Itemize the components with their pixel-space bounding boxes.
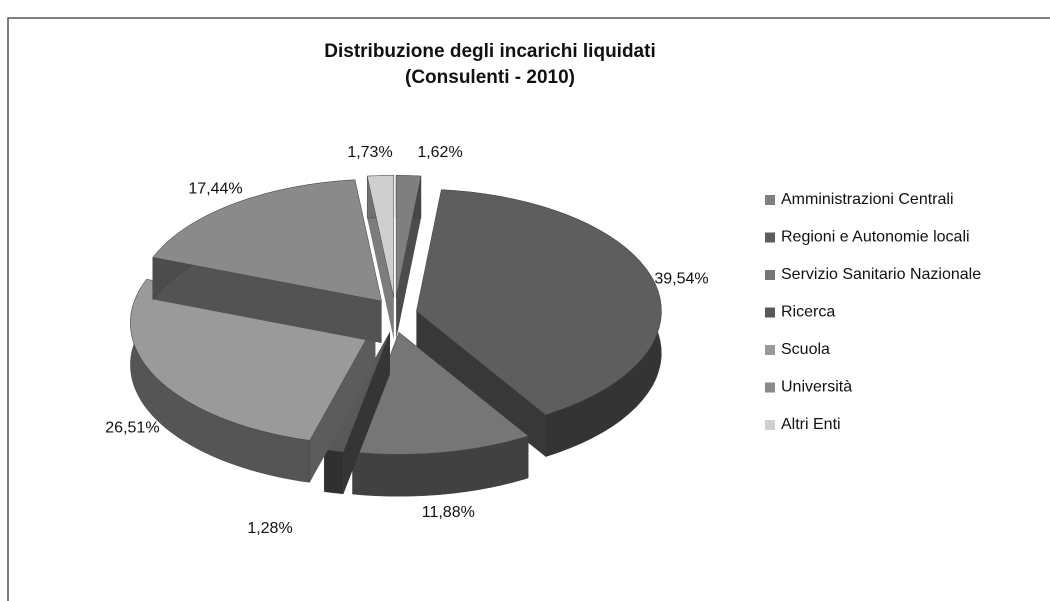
legend-swatch [765,195,775,205]
legend-label: Altri Enti [781,416,841,433]
data-label: 26,51% [105,420,159,437]
slice-top [416,189,662,415]
legend-label: Regioni e Autonomie locali [781,229,970,246]
pie-slice [395,175,422,340]
pie-slice [366,175,395,340]
pie-slice [152,179,382,344]
legend-swatch [765,345,775,355]
data-label: 11,88% [422,504,475,521]
pie-slice [352,331,529,497]
pie-slice [416,189,662,457]
slice-wall [416,311,546,457]
chart-frame [7,17,1050,601]
slice-side [324,449,344,495]
slice-wall [309,322,376,483]
slice-top [366,175,395,298]
slice-top [352,331,529,455]
chart-title: Distribuzione degli incarichi liquidati [324,41,655,62]
legend-swatch [765,232,775,243]
legend-label: Amministrazioni Centrali [781,191,954,208]
legend-label: Università [781,379,852,396]
data-label: 1,73% [347,144,392,161]
legend-swatch [765,420,775,430]
data-label: 1,62% [417,144,462,161]
legend-swatch [765,307,775,318]
slice-wall [152,257,382,344]
data-label: 1,28% [247,520,292,537]
chart-subtitle: (Consulenti - 2010) [405,67,575,88]
legend-label: Servizio Sanitario Nazionale [781,266,981,283]
legend-swatch [765,382,775,393]
legend-label: Ricerca [781,304,835,321]
legend-swatch [765,270,775,280]
data-label: 17,44% [188,181,242,198]
slice-top [395,175,422,298]
slice-top [152,179,382,302]
data-label: 39,54% [654,271,708,288]
legend-label: Scuola [781,341,830,358]
